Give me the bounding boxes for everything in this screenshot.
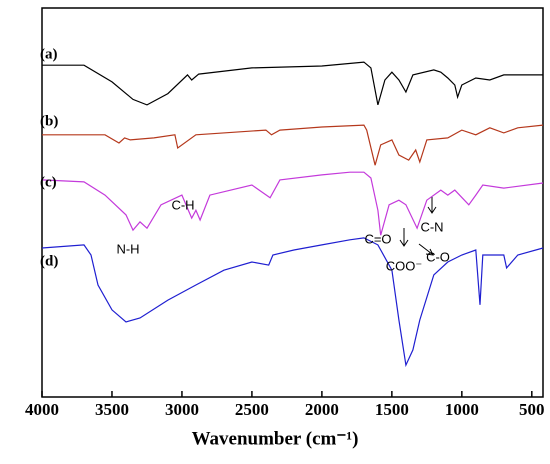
- annotation: COO⁻: [386, 258, 422, 273]
- spectrum-line: [42, 124, 544, 166]
- annotation: N-H: [116, 241, 139, 256]
- x-tick-label: 3000: [165, 400, 199, 419]
- x-tick-label: 1500: [375, 400, 409, 419]
- x-tick-label: 1000: [445, 400, 479, 419]
- x-tick-label: 2500: [235, 400, 269, 419]
- plot-frame: [41, 7, 544, 398]
- x-axis-label: Wavenumber (cm⁻¹): [192, 428, 359, 449]
- spectrum-line: [41, 171, 544, 236]
- annotation: C-N: [420, 219, 443, 234]
- x-tick-label: 2000: [305, 400, 339, 419]
- annotation: C-O: [426, 249, 450, 264]
- x-tick-label: 3500: [95, 400, 129, 419]
- series-label: (c): [40, 174, 57, 190]
- annotation: C-H: [171, 197, 194, 212]
- annotation-arrows: [399, 196, 437, 256]
- annotation: C=O: [364, 231, 391, 246]
- series-label: (d): [40, 253, 58, 269]
- series-label: (a): [40, 46, 58, 62]
- spectrum-line: [42, 61, 543, 106]
- x-tick-label: 4000: [25, 400, 59, 419]
- x-tick-label: 500: [519, 400, 545, 419]
- series-label: (b): [40, 113, 58, 129]
- spectrum-line: [41, 237, 544, 368]
